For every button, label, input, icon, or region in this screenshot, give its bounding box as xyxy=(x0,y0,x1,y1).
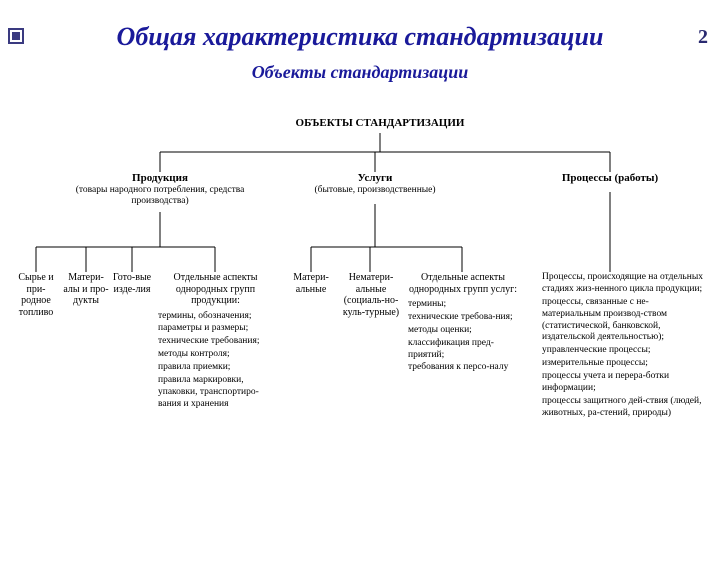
proc-leaf-0: Процессы, происходящие на отдельных стад… xyxy=(542,272,707,421)
root-label: ОБЪЕКТЫ СТАНДАРТИЗАЦИИ xyxy=(296,117,465,129)
prod-leaf-3: Отдельные аспекты однородных групп проду… xyxy=(158,272,273,412)
level1-node-2: Процессы (работы) xyxy=(545,172,675,185)
serv-leaf-1: Нематери-альные (социаль-но-куль-турные) xyxy=(340,272,402,318)
serv-leaf-2: Отдельные аспекты однородных групп услуг… xyxy=(408,272,518,375)
diagram-container: ОБЪЕКТЫ СТАНДАРТИЗАЦИИ Продукция(товары н… xyxy=(0,112,720,562)
level1-node-1: Услуги(бытовые, производственные) xyxy=(290,172,460,196)
prod-leaf-0: Сырье и при-родное топливо xyxy=(12,272,60,318)
page-title: Общая характеристика стандартизации xyxy=(0,22,720,52)
page-subtitle: Объекты стандартизации xyxy=(0,62,720,83)
serv-leaf-0: Матери-альные xyxy=(285,272,337,295)
prod-leaf-2: Гото-вые изде-лия xyxy=(112,272,152,295)
level1-node-0: Продукция(товары народного потребления, … xyxy=(70,172,250,206)
prod-leaf-1: Матери-алы и про-дукты xyxy=(62,272,110,307)
root-node: ОБЪЕКТЫ СТАНДАРТИЗАЦИИ xyxy=(290,117,470,130)
corner-logo xyxy=(8,28,24,44)
page-number: 2 xyxy=(698,26,708,49)
